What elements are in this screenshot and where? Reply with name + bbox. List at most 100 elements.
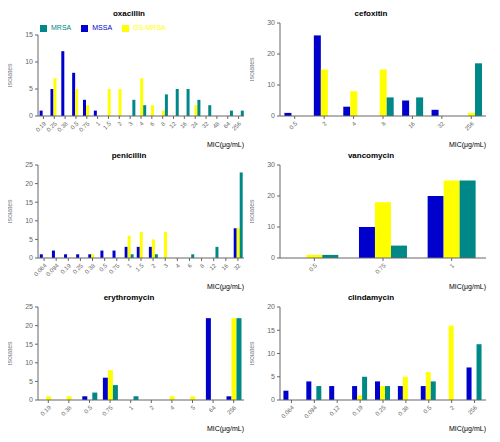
svg-text:1: 1 — [128, 404, 135, 411]
svg-text:0.19: 0.19 — [35, 120, 48, 133]
svg-text:8: 8 — [160, 120, 167, 127]
svg-text:20: 20 — [267, 192, 275, 199]
svg-text:15: 15 — [25, 31, 33, 38]
svg-text:0.38: 0.38 — [84, 262, 97, 275]
svg-text:16: 16 — [179, 120, 188, 129]
svg-text:5: 5 — [29, 378, 33, 385]
svg-text:20: 20 — [25, 180, 33, 187]
svg-text:30: 30 — [267, 161, 275, 168]
svg-text:4: 4 — [174, 262, 181, 269]
svg-text:Isolates: Isolates — [250, 57, 255, 82]
svg-text:256: 256 — [231, 120, 243, 132]
svg-text:12: 12 — [168, 120, 177, 129]
svg-text:6: 6 — [187, 262, 194, 269]
svg-text:0.19: 0.19 — [351, 404, 364, 417]
svg-text:1.5: 1.5 — [135, 262, 146, 273]
svg-text:4: 4 — [351, 120, 358, 127]
svg-text:0.25: 0.25 — [45, 120, 58, 133]
svg-text:48: 48 — [212, 120, 221, 129]
svg-text:5: 5 — [190, 404, 197, 411]
svg-text:0.19: 0.19 — [60, 262, 73, 275]
svg-text:Isolates: Isolates — [8, 199, 13, 224]
svg-text:0: 0 — [29, 254, 33, 261]
svg-text:Isolates: Isolates — [250, 199, 255, 224]
svg-text:0.12: 0.12 — [328, 404, 341, 417]
svg-text:32: 32 — [201, 120, 210, 129]
svg-text:5: 5 — [29, 85, 33, 92]
svg-text:0.25: 0.25 — [374, 404, 387, 417]
svg-text:20: 20 — [267, 50, 275, 57]
svg-text:8: 8 — [199, 262, 206, 269]
svg-text:0.75: 0.75 — [108, 262, 121, 275]
svg-text:5: 5 — [271, 373, 275, 380]
svg-text:0.75: 0.75 — [101, 404, 114, 417]
svg-text:0.094: 0.094 — [45, 262, 60, 277]
svg-text:2: 2 — [449, 404, 456, 411]
svg-text:15: 15 — [25, 341, 33, 348]
svg-text:4: 4 — [169, 404, 176, 411]
svg-text:Isolates: Isolates — [8, 341, 13, 366]
svg-text:0.75: 0.75 — [374, 262, 387, 275]
svg-text:0.19: 0.19 — [40, 404, 53, 417]
svg-text:3: 3 — [127, 120, 134, 127]
svg-text:20: 20 — [267, 303, 275, 310]
svg-text:0.38: 0.38 — [60, 404, 73, 417]
svg-text:Isolates: Isolates — [8, 63, 13, 88]
svg-text:2: 2 — [321, 120, 328, 127]
svg-text:0.5: 0.5 — [98, 262, 109, 273]
svg-text:0: 0 — [271, 254, 275, 261]
svg-text:6: 6 — [149, 120, 156, 127]
svg-text:16: 16 — [407, 120, 416, 129]
svg-text:0: 0 — [29, 396, 33, 403]
svg-text:10: 10 — [267, 81, 275, 88]
svg-text:4: 4 — [138, 120, 145, 127]
svg-text:64: 64 — [222, 120, 232, 130]
svg-text:24: 24 — [190, 120, 199, 129]
svg-text:0.5: 0.5 — [308, 262, 319, 273]
svg-text:1: 1 — [95, 120, 102, 127]
svg-text:12: 12 — [208, 262, 217, 271]
svg-text:2: 2 — [148, 404, 155, 411]
svg-text:0: 0 — [271, 112, 275, 119]
svg-text:15: 15 — [267, 327, 275, 334]
svg-text:0.064: 0.064 — [32, 262, 48, 278]
svg-text:0.25: 0.25 — [72, 262, 85, 275]
svg-text:0.75: 0.75 — [78, 120, 91, 133]
svg-text:10: 10 — [25, 359, 33, 366]
svg-text:0.094: 0.094 — [303, 404, 318, 419]
svg-text:0.5: 0.5 — [422, 404, 433, 415]
svg-text:1: 1 — [126, 262, 133, 269]
svg-text:5: 5 — [29, 236, 33, 243]
svg-text:0.5: 0.5 — [83, 404, 94, 415]
svg-text:0.5: 0.5 — [69, 120, 80, 131]
svg-text:64: 64 — [208, 404, 217, 413]
svg-text:20: 20 — [25, 322, 33, 329]
svg-text:32: 32 — [437, 120, 446, 129]
svg-text:256: 256 — [467, 404, 479, 416]
svg-text:1.5: 1.5 — [102, 120, 113, 131]
svg-text:256: 256 — [464, 120, 476, 132]
svg-text:0: 0 — [271, 396, 275, 403]
svg-text:1: 1 — [449, 262, 456, 269]
svg-text:2: 2 — [116, 120, 123, 127]
svg-text:10: 10 — [25, 58, 33, 65]
svg-text:10: 10 — [267, 350, 275, 357]
svg-text:0.38: 0.38 — [56, 120, 69, 133]
svg-text:10: 10 — [267, 223, 275, 230]
svg-text:0.5: 0.5 — [288, 120, 299, 131]
svg-text:25: 25 — [25, 161, 33, 168]
svg-text:2: 2 — [150, 262, 157, 269]
svg-text:3: 3 — [162, 262, 169, 269]
svg-text:0.064: 0.064 — [280, 404, 295, 419]
svg-text:30: 30 — [267, 19, 275, 26]
svg-text:32: 32 — [233, 262, 242, 271]
svg-text:10: 10 — [25, 217, 33, 224]
svg-text:256: 256 — [226, 404, 238, 416]
svg-text:0: 0 — [29, 112, 33, 119]
svg-text:16: 16 — [221, 262, 230, 271]
svg-text:Isolates: Isolates — [250, 341, 255, 366]
svg-text:0.38: 0.38 — [397, 404, 410, 417]
svg-text:15: 15 — [25, 199, 33, 206]
svg-text:25: 25 — [25, 303, 33, 310]
svg-text:8: 8 — [380, 120, 387, 127]
